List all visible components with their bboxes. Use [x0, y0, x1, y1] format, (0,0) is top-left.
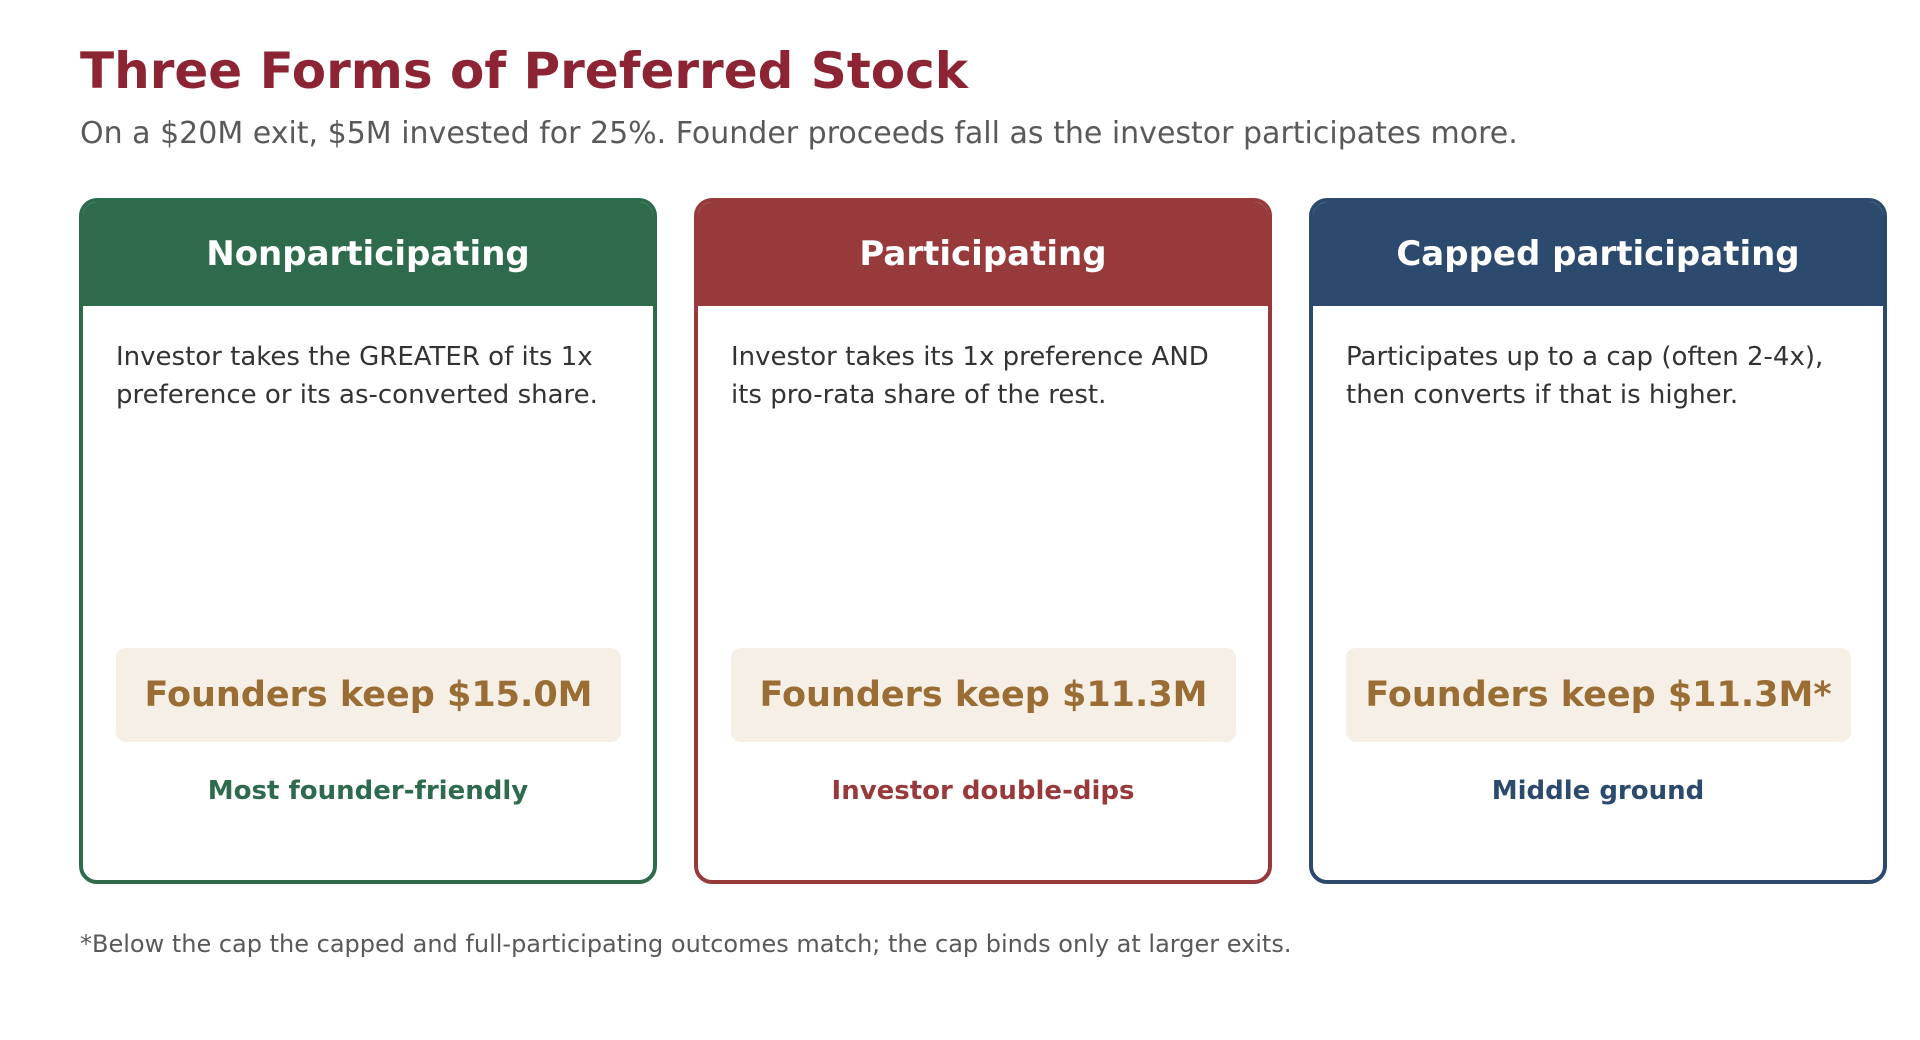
card-description: Investor takes the GREATER of its 1x pre… [116, 342, 598, 410]
card-header: Nonparticipating [83, 202, 653, 306]
footnote: *Below the cap the capped and full-parti… [80, 930, 1292, 958]
card-verdict: Most founder-friendly [207, 776, 529, 806]
card-verdict: Middle ground [1491, 776, 1705, 806]
card-capped-participating: Capped participating Participates up to … [1309, 198, 1887, 884]
card-description: Participates up to a cap (often 2-4x), t… [1346, 342, 1824, 410]
card-participating: Participating Investor takes its 1x pref… [694, 198, 1272, 884]
card-header: Participating [698, 202, 1268, 306]
page-title: Three Forms of Preferred Stock [80, 42, 968, 100]
founders-keep-box: Founders keep $11.3M [731, 648, 1236, 742]
card-header: Capped participating [1313, 202, 1883, 306]
card-description: Investor takes its 1x preference AND its… [731, 342, 1209, 410]
founders-keep-box: Founders keep $15.0M [116, 648, 621, 742]
cards-row: Nonparticipating Investor takes the GREA… [79, 198, 1887, 884]
card-verdict: Investor double-dips [831, 776, 1135, 806]
page-subtitle: On a $20M exit, $5M invested for 25%. Fo… [80, 116, 1518, 151]
card-nonparticipating: Nonparticipating Investor takes the GREA… [79, 198, 657, 884]
founders-keep-box: Founders keep $11.3M* [1346, 648, 1851, 742]
